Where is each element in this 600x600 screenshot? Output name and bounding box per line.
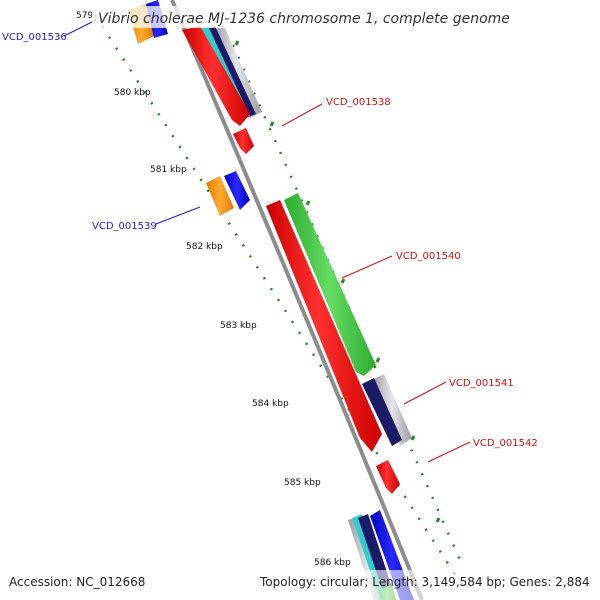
feature-small-red-1[interactable] bbox=[233, 128, 254, 154]
feature-vcd-001540[interactable] bbox=[266, 200, 382, 452]
map-title: Vibrio cholerae MJ-1236 chromosome 1, co… bbox=[98, 11, 510, 27]
tick-label-583: 583 kbp bbox=[220, 321, 257, 331]
gene-label-vcd-001541[interactable]: VCD_001541 bbox=[449, 378, 514, 389]
accession-text: Accession: NC_012668 bbox=[9, 575, 145, 589]
feature-vcd-001542[interactable] bbox=[376, 460, 400, 494]
tick-label-580: 580 kbp bbox=[114, 88, 151, 98]
feature-green-long[interactable] bbox=[284, 193, 376, 376]
tick-label-584: 584 kbp bbox=[252, 399, 289, 409]
gene-label-vcd-001536[interactable]: VCD_001536 bbox=[2, 32, 67, 43]
tick-label-582: 582 kbp bbox=[186, 242, 223, 252]
feature-stack-upper[interactable] bbox=[182, 26, 262, 126]
gene-label-vcd-001542[interactable]: VCD_001542 bbox=[473, 438, 538, 449]
feature-vcd-001541[interactable] bbox=[362, 374, 412, 446]
gene-label-vcd-001540[interactable]: VCD_001540 bbox=[396, 251, 461, 262]
title-backing bbox=[92, 6, 506, 28]
ruler-major-ticks bbox=[234, 40, 441, 523]
gene-label-vcd-001538[interactable]: VCD_001538 bbox=[326, 97, 391, 108]
genome-stats-text: Topology: circular; Length: 3,149,584 bp… bbox=[259, 575, 590, 589]
feature-vcd-001539[interactable] bbox=[206, 171, 250, 216]
tick-label-581: 581 kbp bbox=[150, 165, 187, 175]
gene-label-vcd-001539[interactable]: VCD_001539 bbox=[92, 221, 157, 232]
footer-backing bbox=[0, 570, 600, 600]
ruler-dots-right bbox=[231, 44, 462, 561]
ruler-dots-outer bbox=[93, 14, 467, 591]
gene-labels: VCD_001536 VCD_001538 VCD_001539 VCD_001… bbox=[2, 32, 538, 449]
tick-label-586: 586 kbp bbox=[314, 558, 351, 568]
tick-label-585: 585 kbp bbox=[284, 478, 321, 488]
tick-label-579: 579 bbox=[76, 11, 93, 21]
gene-leader-lines bbox=[63, 19, 471, 463]
genome-backbone bbox=[170, 0, 424, 600]
kbp-tick-labels: 579 580 kbp 581 kbp 582 kbp 583 kbp 584 … bbox=[76, 11, 351, 568]
